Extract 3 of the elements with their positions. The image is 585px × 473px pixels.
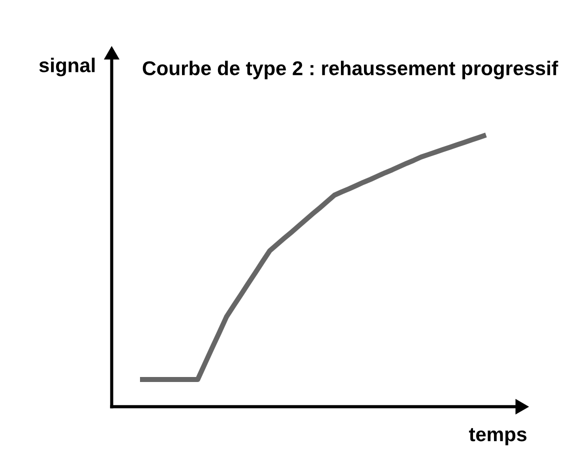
chart-title: Courbe de type 2 : rehaussement progressif	[142, 60, 558, 80]
x-axis-title: temps	[468, 428, 526, 446]
y-axis-title: signal	[39, 58, 95, 76]
